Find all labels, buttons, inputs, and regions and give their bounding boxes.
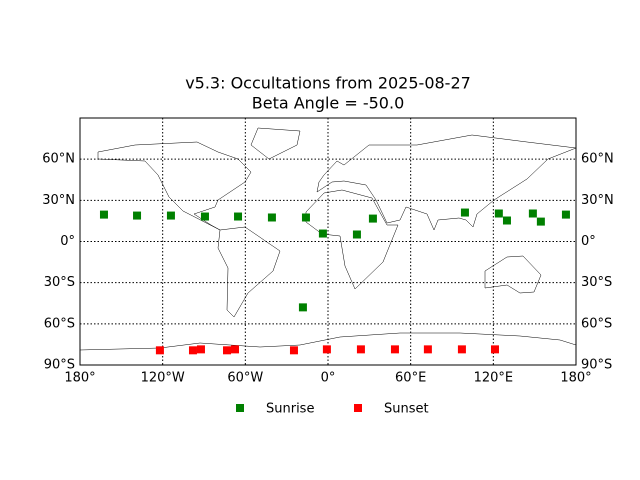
north-america	[97, 141, 252, 231]
x-tick-label: 60°W	[227, 371, 263, 386]
marker	[536, 217, 545, 226]
legend-label: Sunset	[384, 402, 429, 417]
south-america	[217, 226, 281, 318]
y-tick-label: 30°S	[44, 275, 75, 290]
marker	[155, 346, 164, 355]
x-tick-label: 120°E	[474, 371, 514, 386]
antarctica	[79, 332, 577, 351]
marker	[322, 345, 331, 354]
x-tick-label: 0°	[321, 371, 336, 386]
x-tick-label: 180°	[560, 371, 591, 386]
marker	[223, 346, 232, 355]
y-tick-label-right: 0°	[581, 234, 596, 249]
y-tick-label: 0°	[60, 234, 75, 249]
marker	[356, 345, 365, 354]
marker	[234, 212, 243, 221]
y-tick-label: 60°S	[44, 316, 75, 331]
marker	[301, 213, 310, 222]
marker	[368, 214, 377, 223]
africa	[305, 189, 399, 290]
marker	[231, 345, 239, 354]
y-tick-label: 60°N	[42, 152, 75, 167]
marker	[460, 208, 469, 217]
chart-subtitle: Beta Angle = -50.0	[252, 94, 405, 113]
marker	[528, 209, 537, 218]
marker	[200, 212, 209, 221]
legend-marker	[236, 404, 244, 412]
marker	[196, 345, 205, 354]
legend-marker	[354, 404, 362, 412]
y-tick-label-right: 90°S	[581, 358, 612, 373]
marker	[561, 210, 570, 219]
y-tick-label: 30°N	[42, 193, 75, 208]
eurasia	[316, 134, 577, 231]
coastlines	[79, 127, 577, 351]
marker	[298, 303, 307, 312]
marker	[188, 346, 197, 355]
marker	[457, 345, 466, 354]
marker	[133, 211, 142, 220]
marker	[390, 345, 399, 354]
marker	[502, 216, 511, 225]
y-tick-label-right: 60°S	[581, 316, 612, 331]
australia	[484, 255, 542, 294]
chart-title: v5.3: Occultations from 2025-08-27	[185, 74, 471, 93]
x-tick-label: 120°W	[141, 371, 185, 386]
marker	[423, 345, 432, 354]
marker	[166, 211, 175, 220]
marker	[490, 345, 499, 354]
x-tick-label: 180°	[64, 371, 95, 386]
marker	[99, 210, 108, 219]
y-tick-label-right: 30°N	[581, 193, 614, 208]
greenland	[250, 127, 301, 160]
marker	[289, 346, 298, 355]
marker	[352, 230, 361, 239]
y-tick-label: 90°S	[44, 358, 75, 373]
marker	[494, 209, 503, 218]
marker	[318, 229, 327, 238]
y-tick-label-right: 30°S	[581, 275, 612, 290]
marker	[267, 213, 276, 222]
x-tick-label: 60°E	[395, 371, 426, 386]
y-tick-label-right: 60°N	[581, 152, 614, 167]
legend-label: Sunrise	[266, 402, 314, 417]
